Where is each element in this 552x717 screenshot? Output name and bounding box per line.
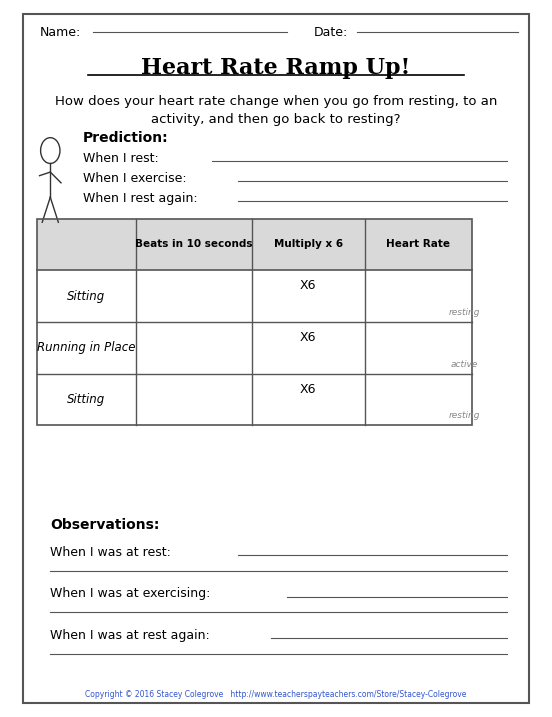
Text: Sitting: Sitting bbox=[67, 393, 105, 406]
Text: When I was at rest:: When I was at rest: bbox=[50, 546, 175, 559]
Text: When I exercise:: When I exercise: bbox=[83, 172, 190, 185]
Text: Heart Rate: Heart Rate bbox=[386, 239, 450, 250]
Text: resting: resting bbox=[448, 308, 480, 317]
Text: activity, and then go back to resting?: activity, and then go back to resting? bbox=[151, 113, 401, 126]
Text: X6: X6 bbox=[300, 280, 316, 293]
Bar bbox=[37, 219, 472, 425]
Text: When I was at rest again:: When I was at rest again: bbox=[50, 629, 214, 642]
Text: When I was at exercising:: When I was at exercising: bbox=[50, 587, 215, 600]
Text: Heart Rate Ramp Up!: Heart Rate Ramp Up! bbox=[141, 57, 411, 79]
Text: Multiply x 6: Multiply x 6 bbox=[274, 239, 343, 250]
Text: Running in Place: Running in Place bbox=[38, 341, 136, 354]
Text: Date:: Date: bbox=[314, 26, 348, 39]
Text: Sitting: Sitting bbox=[67, 290, 105, 303]
Text: How does your heart rate change when you go from resting, to an: How does your heart rate change when you… bbox=[55, 95, 497, 108]
Bar bbox=[37, 219, 472, 270]
Text: When I rest again:: When I rest again: bbox=[83, 192, 201, 205]
Text: Beats in 10 seconds: Beats in 10 seconds bbox=[135, 239, 253, 250]
Text: Prediction:: Prediction: bbox=[83, 130, 168, 145]
Text: When I rest:: When I rest: bbox=[83, 152, 162, 165]
Text: Name:: Name: bbox=[40, 26, 81, 39]
Text: X6: X6 bbox=[300, 383, 316, 396]
Text: X6: X6 bbox=[300, 331, 316, 344]
Text: active: active bbox=[450, 360, 478, 369]
Text: Observations:: Observations: bbox=[50, 518, 160, 532]
Text: Copyright © 2016 Stacey Colegrove   http://www.teacherspayteachers.com/Store/Sta: Copyright © 2016 Stacey Colegrove http:/… bbox=[86, 690, 466, 698]
Text: resting: resting bbox=[448, 412, 480, 420]
